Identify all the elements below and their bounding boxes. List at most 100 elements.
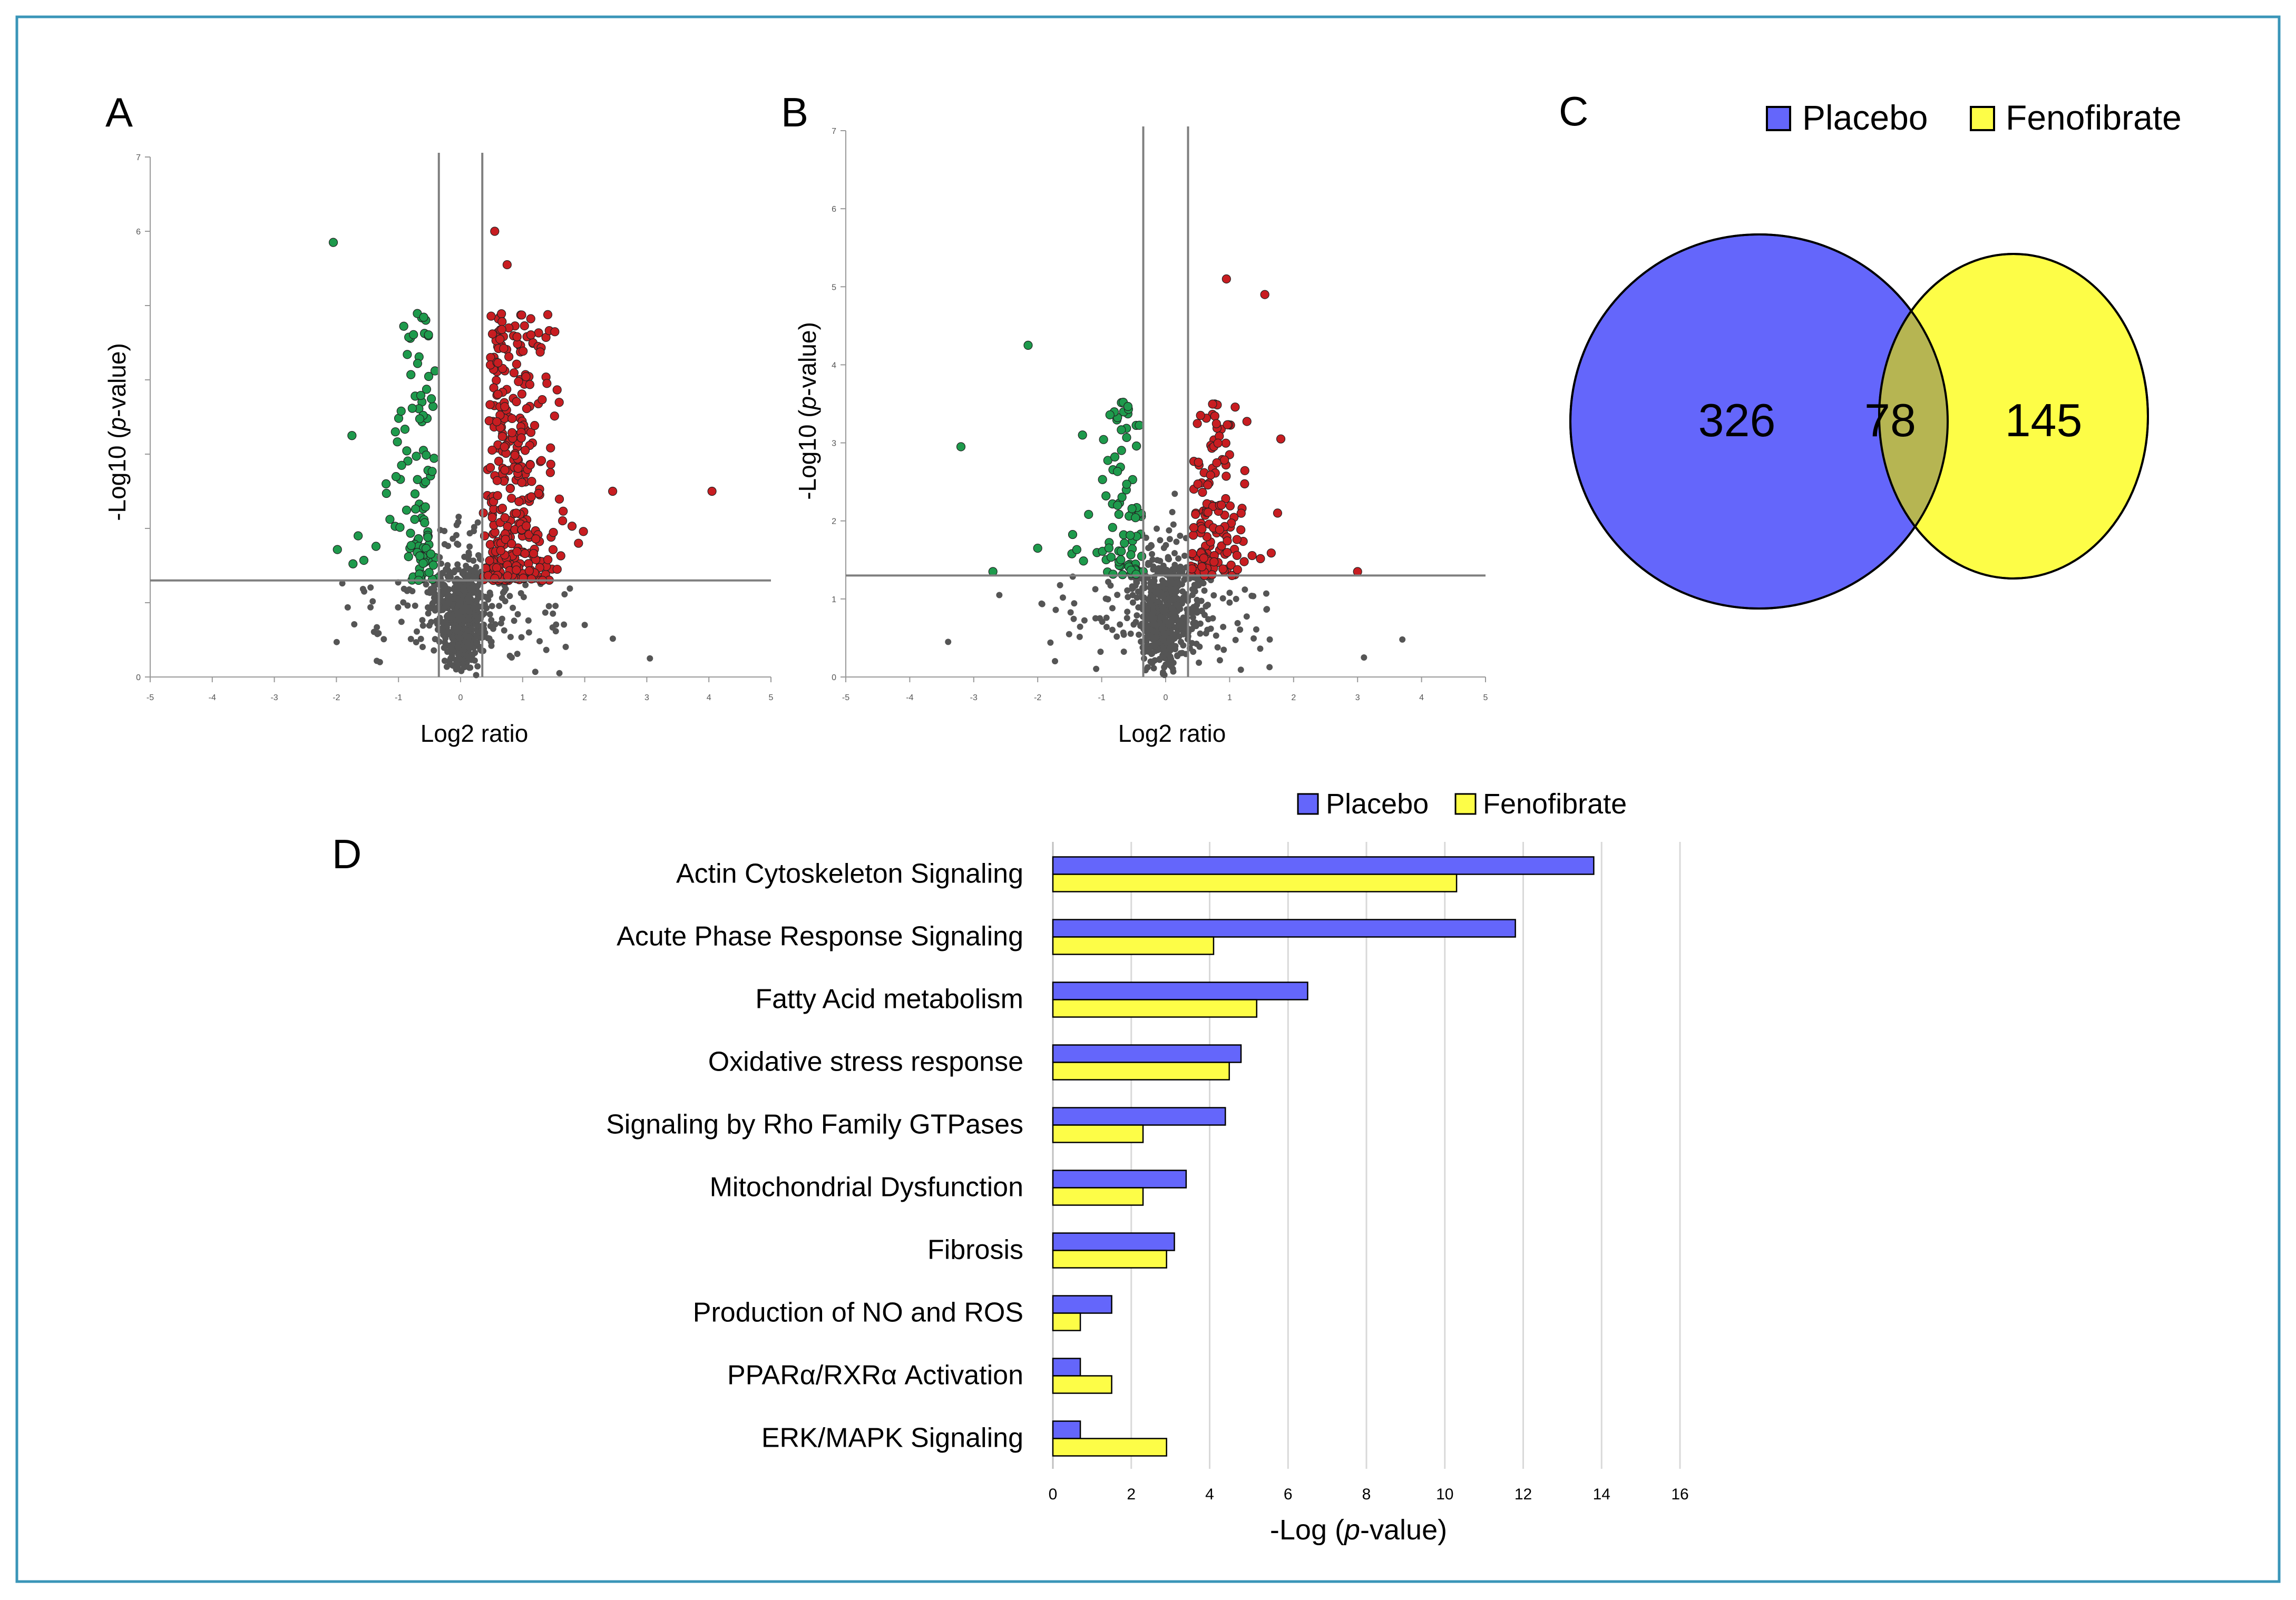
data-point-ns	[1166, 536, 1173, 543]
data-point-ns	[1179, 568, 1186, 575]
data-point-ns	[461, 664, 467, 671]
data-point-up	[1222, 472, 1231, 481]
data-point-ns	[1399, 636, 1406, 643]
data-point-up	[554, 398, 564, 407]
data-point-up	[504, 352, 514, 361]
data-point-up	[1240, 466, 1249, 475]
data-point-up	[1225, 501, 1235, 511]
data-point-ns	[1163, 566, 1170, 573]
data-point-ns	[1194, 609, 1200, 616]
data-point-ns	[1113, 633, 1120, 640]
data-point-up	[526, 574, 536, 584]
data-point-ns	[460, 646, 467, 653]
data-point-ns	[1097, 615, 1103, 622]
data-point-down	[399, 321, 408, 331]
data-point-up	[521, 372, 531, 381]
data-point-ns	[1361, 654, 1367, 661]
data-point-up	[490, 227, 500, 236]
data-point-ns	[1170, 596, 1177, 603]
data-point-up	[487, 513, 497, 522]
data-point-ns	[532, 669, 539, 675]
x-tick-label: 3	[644, 693, 649, 702]
data-point-down	[1117, 425, 1126, 435]
data-point-up	[1233, 565, 1242, 574]
data-point-ns	[1134, 612, 1140, 619]
data-point-ns	[351, 621, 358, 628]
data-point-ns	[1233, 595, 1239, 602]
data-point-ns	[1066, 631, 1072, 637]
data-point-ns	[1164, 640, 1170, 647]
data-point-ns	[454, 585, 461, 592]
x-tick-label: 4	[707, 693, 711, 702]
data-point-ns	[1124, 608, 1131, 615]
data-point-down	[411, 504, 421, 514]
data-point-ns	[1161, 608, 1168, 615]
data-point-down	[397, 460, 406, 470]
data-point-down	[428, 401, 438, 411]
legend-placebo-swatch	[1766, 106, 1791, 131]
category-label: PPARα/RXRα Activation	[727, 1360, 1023, 1391]
y-tick-label: 7	[136, 153, 141, 162]
data-point-down	[424, 371, 434, 381]
data-point-down	[410, 489, 420, 499]
data-point-up	[543, 555, 553, 564]
data-point-down	[391, 472, 401, 482]
data-point-ns	[1175, 622, 1182, 629]
data-point-up	[1223, 420, 1232, 429]
data-point-ns	[453, 659, 460, 665]
fenofibrate-bar	[1052, 999, 1257, 1018]
data-point-up	[492, 376, 501, 385]
data-point-ns	[1067, 609, 1074, 616]
data-point-down	[1068, 529, 1078, 539]
data-point-down	[412, 451, 421, 461]
data-point-down	[1131, 570, 1141, 579]
placebo-bar	[1052, 919, 1516, 938]
data-point-ns	[474, 663, 481, 670]
data-point-up	[485, 400, 495, 409]
y-tick-label: 4	[832, 361, 836, 370]
data-point-ns	[506, 652, 513, 659]
data-point-ns	[448, 652, 455, 659]
data-point-down	[406, 541, 416, 551]
y-tick-label: 1	[832, 595, 836, 604]
data-point-ns	[1127, 630, 1134, 637]
data-point-ns	[1077, 623, 1083, 630]
data-point-down	[420, 518, 429, 527]
data-point-ns	[525, 617, 532, 624]
data-point-up	[526, 314, 535, 323]
category-label: Fatty Acid metabolism	[755, 984, 1023, 1015]
venn-overlap-count: 78	[1864, 394, 1916, 446]
x-tick-label: -5	[146, 693, 154, 702]
data-point-ns	[1145, 562, 1151, 568]
data-point-down	[400, 425, 410, 434]
data-point-up	[519, 346, 528, 356]
volcano-plot-a: -5 -4 -3 -2 -1 0 1 2 3 4 5 0 6 7	[136, 153, 774, 702]
x-tick-label: 5	[1483, 693, 1488, 702]
data-point-ns	[1125, 594, 1131, 601]
data-point-ns	[455, 513, 462, 520]
data-point-up	[1242, 417, 1252, 426]
data-point-up	[1223, 536, 1232, 546]
x-tick-label: -4	[906, 693, 913, 702]
data-point-ns	[432, 636, 438, 643]
data-point-ns	[455, 541, 462, 548]
data-point-ns	[1196, 659, 1203, 666]
data-point-ns	[511, 617, 517, 624]
x-tick-label: -1	[1098, 693, 1105, 702]
data-point-down	[1079, 556, 1088, 566]
data-point-ns	[427, 586, 434, 593]
data-point-ns	[552, 603, 559, 610]
fenofibrate-bar	[1052, 1438, 1167, 1457]
data-point-down	[413, 475, 422, 484]
data-point-up	[1221, 438, 1230, 448]
data-point-ns	[1105, 596, 1111, 603]
data-point-down	[427, 394, 436, 404]
data-point-ns	[333, 639, 340, 645]
data-point-up	[507, 414, 517, 424]
fenofibrate-bar	[1052, 1062, 1230, 1081]
panel-c-label: C	[1559, 88, 1588, 134]
data-point-ns	[488, 617, 495, 624]
data-point-down	[416, 390, 426, 400]
data-point-up	[1236, 508, 1246, 518]
data-point-ns	[497, 620, 504, 627]
